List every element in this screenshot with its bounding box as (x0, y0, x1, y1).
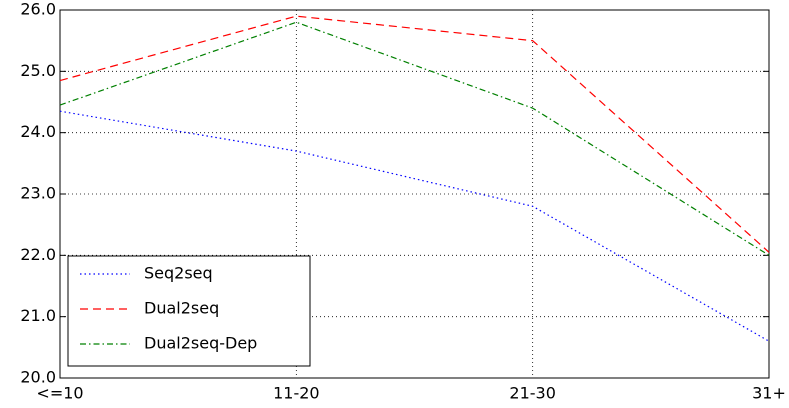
x-tick-label: 11-20 (273, 384, 320, 403)
plot-frame (59, 9, 770, 379)
y-tick-label: 26.0 (20, 0, 56, 19)
y-tick-label: 20.0 (20, 368, 56, 387)
y-tick-label: 22.0 (20, 245, 56, 264)
series-line (59, 15, 770, 253)
legend: Seq2seq Dual2seq Dual2seq-Dep (67, 255, 311, 367)
y-tick-label: 24.0 (20, 122, 56, 141)
series-line (59, 110, 770, 342)
legend-label: Dual2seq (144, 299, 219, 318)
x-tick-label: <=10 (36, 384, 83, 403)
legend-label: Seq2seq (144, 264, 213, 283)
series-line (59, 21, 770, 256)
x-tick-label: 31+ (752, 384, 786, 403)
y-tick-label: 21.0 (20, 306, 56, 325)
x-tick-label: 21-30 (509, 384, 556, 403)
y-tick-label: 25.0 (20, 61, 56, 80)
legend-label: Dual2seq-Dep (144, 334, 257, 353)
y-tick-label: 23.0 (20, 184, 56, 203)
